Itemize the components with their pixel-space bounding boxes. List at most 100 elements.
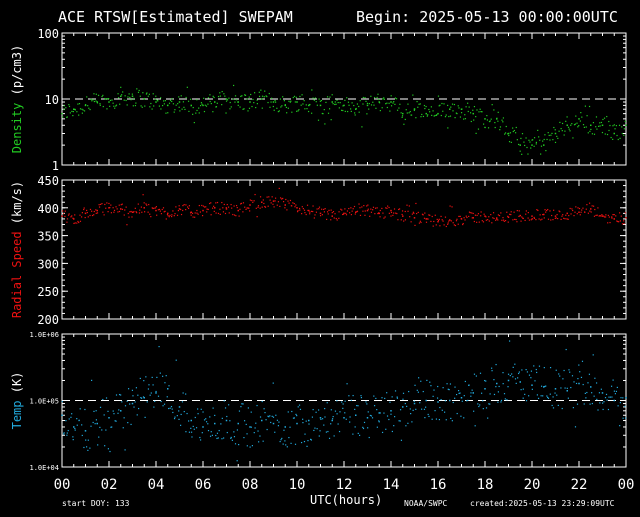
temp-point — [547, 396, 549, 399]
temp-point — [349, 416, 351, 418]
density-point — [401, 115, 404, 117]
density-point — [241, 95, 243, 97]
speed-point — [621, 223, 624, 225]
speed-point — [312, 205, 314, 207]
temp-point — [81, 424, 83, 426]
speed-point — [468, 211, 471, 213]
speed-point — [346, 210, 349, 212]
speed-point — [382, 212, 384, 214]
density-point — [547, 132, 549, 134]
density-point — [207, 103, 209, 105]
density-point — [171, 98, 173, 100]
speed-point — [598, 215, 600, 217]
temp-point — [278, 421, 280, 423]
temp-point — [572, 407, 575, 409]
density-point — [464, 118, 467, 120]
temp-point — [441, 409, 443, 411]
temp-point — [141, 397, 143, 399]
temp-point — [560, 387, 562, 389]
speed-point — [301, 213, 303, 215]
temp-point — [294, 443, 297, 445]
density-point — [539, 139, 541, 141]
temp-point — [272, 416, 275, 418]
density-point — [291, 111, 293, 113]
density-point — [443, 103, 445, 105]
speed-point — [564, 218, 566, 220]
density-point — [531, 144, 533, 146]
temp-point — [402, 392, 405, 394]
density-point — [521, 133, 524, 135]
temp-point — [332, 415, 334, 418]
density-point — [338, 107, 340, 109]
density-point — [66, 116, 68, 118]
speed-point — [522, 217, 524, 220]
density-point — [126, 104, 128, 106]
density-point — [624, 120, 626, 123]
speed-point — [68, 213, 70, 215]
density-point — [342, 109, 344, 112]
density-point — [280, 106, 282, 108]
temp-point — [251, 445, 253, 447]
speed-point — [151, 207, 153, 209]
density-point — [121, 94, 123, 96]
speed-point — [404, 219, 407, 221]
temp-point — [233, 436, 236, 438]
speed-point — [378, 212, 380, 215]
speed-point — [166, 213, 169, 216]
temp-point — [540, 385, 543, 387]
speed-point — [217, 212, 220, 215]
density-point — [386, 102, 388, 104]
density-point — [480, 111, 482, 113]
speed-point — [427, 218, 429, 220]
speed-point — [246, 207, 248, 209]
speed-point — [579, 214, 581, 216]
density-point — [552, 139, 554, 141]
speed-point — [120, 204, 122, 206]
density-point — [81, 112, 83, 114]
speed-point — [437, 220, 439, 223]
speed-point — [83, 208, 85, 211]
density-point — [347, 101, 350, 103]
speed-point — [609, 221, 611, 224]
temp-point — [105, 397, 108, 399]
density-point — [618, 124, 621, 126]
temp-point — [101, 429, 103, 431]
temp-point — [507, 379, 510, 382]
density-point — [379, 109, 381, 112]
density-point — [115, 104, 118, 106]
density-point — [128, 93, 130, 95]
speed-point — [233, 214, 236, 216]
speed-point — [232, 213, 234, 216]
temp-point — [134, 401, 136, 403]
density-point — [294, 101, 296, 103]
temp-point — [311, 416, 314, 418]
speed-point — [425, 221, 428, 223]
speed-point — [533, 216, 535, 219]
speed-point — [185, 208, 187, 211]
speed-point — [374, 207, 377, 209]
speed-point — [388, 212, 390, 214]
speed-point — [67, 214, 70, 216]
speed-point — [624, 212, 627, 214]
temp-point — [562, 378, 564, 380]
temp-point — [390, 413, 392, 415]
density-point — [177, 103, 179, 105]
temp-point — [355, 414, 357, 417]
density-point — [437, 112, 439, 115]
speed-point — [178, 205, 180, 207]
density-point — [108, 97, 110, 100]
speed-point — [345, 212, 347, 214]
speed-point — [333, 217, 335, 219]
speed-point — [369, 215, 371, 217]
temp-point — [601, 392, 604, 394]
temp-point — [139, 377, 141, 380]
density-point — [578, 118, 580, 120]
speed-point — [81, 212, 83, 214]
temp-point — [569, 371, 571, 373]
temp-point — [451, 420, 453, 422]
speed-point — [456, 218, 458, 220]
density-point — [268, 92, 270, 95]
temp-point — [517, 372, 520, 375]
temp-point — [393, 425, 395, 427]
speed-point — [543, 217, 545, 219]
